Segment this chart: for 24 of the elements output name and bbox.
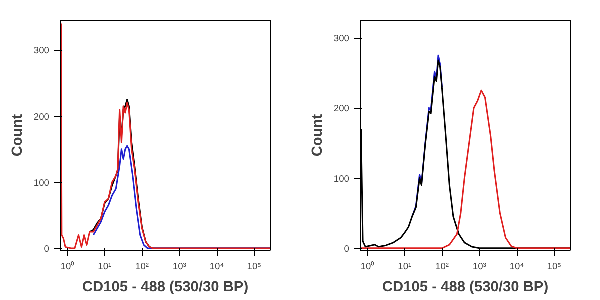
x-tick-label: 10⁵ xyxy=(547,262,562,272)
y-tick-label: 200 xyxy=(334,104,350,114)
y-tick-label: 200 xyxy=(34,112,50,122)
y-tick-label: 0 xyxy=(344,244,350,254)
x-tick-label: 10¹ xyxy=(98,262,112,272)
y-tick-label: 100 xyxy=(334,174,350,184)
x-axis-title: CD105 - 488 (530/30 BP) xyxy=(82,280,249,296)
x-tick-label: 10¹ xyxy=(398,262,412,272)
x-tick-label: 10³ xyxy=(172,262,186,272)
y-tick-label: 300 xyxy=(34,46,50,56)
x-tick-label: 10² xyxy=(436,262,449,272)
y-axis-title: Count xyxy=(310,114,326,157)
x-axis-title: CD105 - 488 (530/30 BP) xyxy=(382,280,549,296)
x-tick-label: 10⁵ xyxy=(247,262,262,272)
x-tick-label: 10⁴ xyxy=(210,262,224,272)
x-tick-label: 10⁴ xyxy=(510,262,524,272)
x-tick-label: 10² xyxy=(136,262,149,272)
y-tick-label: 0 xyxy=(44,244,50,254)
y-axis-title: Count xyxy=(10,114,26,157)
x-tick-label: 10⁰ xyxy=(60,262,76,272)
x-tick-label: 10⁰ xyxy=(360,262,376,272)
y-tick-label: 100 xyxy=(34,178,50,188)
x-tick-label: 10³ xyxy=(472,262,486,272)
y-tick-label: 300 xyxy=(334,34,350,44)
